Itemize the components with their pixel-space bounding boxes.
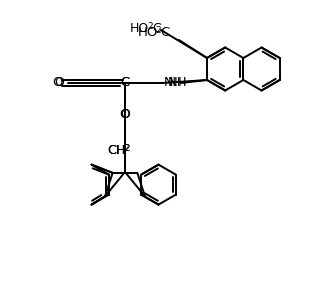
Text: CH: CH [107, 144, 125, 156]
Text: C: C [120, 76, 130, 89]
Text: NH: NH [164, 76, 183, 89]
Text: NH: NH [168, 76, 188, 89]
Text: C: C [160, 25, 169, 38]
Text: O: O [53, 76, 63, 89]
Text: 2: 2 [147, 22, 153, 31]
Text: O: O [120, 108, 130, 122]
Text: C: C [152, 21, 161, 35]
Text: 2: 2 [123, 144, 129, 153]
Text: HO: HO [138, 25, 158, 38]
Text: O: O [120, 108, 130, 122]
Text: 2: 2 [124, 144, 130, 153]
Text: HO: HO [130, 21, 149, 35]
Text: O: O [54, 76, 64, 89]
Text: C: C [121, 76, 129, 89]
Text: 2: 2 [155, 26, 161, 35]
Text: CH: CH [107, 144, 126, 156]
